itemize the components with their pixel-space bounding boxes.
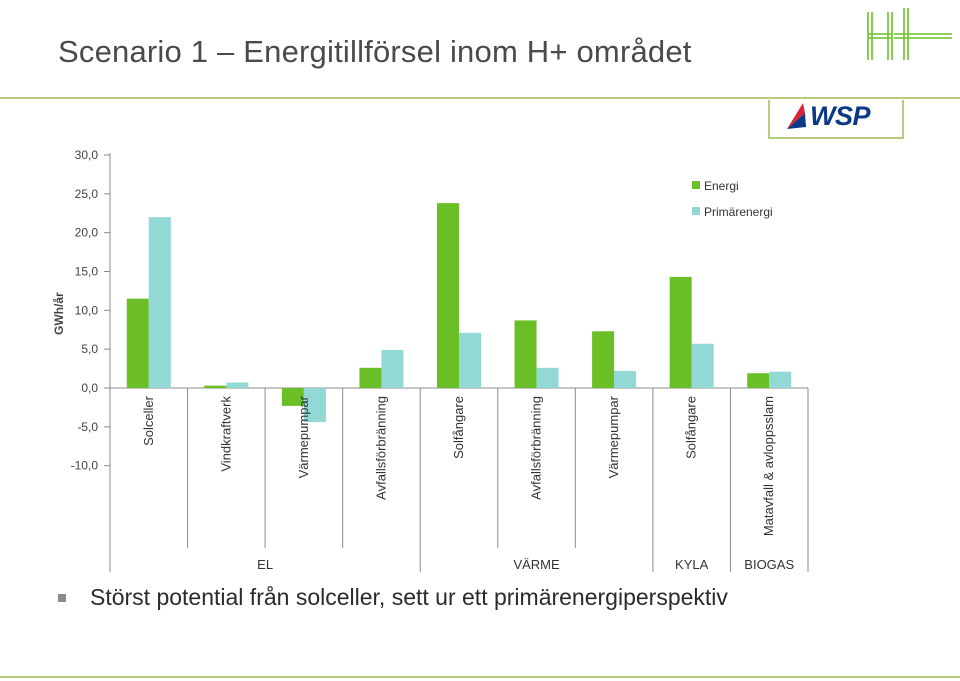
bar-primarenergi [303,388,326,423]
category-label: Avfallsförbränning [529,396,544,500]
bar-primarenergi [614,370,637,388]
y-tick-label: 15,0 [75,265,99,279]
legend-label: Energi [704,179,739,193]
wsp-logo: WSP [768,100,904,139]
y-tick-label: 25,0 [75,187,99,201]
y-tick-label: 0,0 [81,381,98,395]
legend-label: Primärenergi [704,205,773,219]
category-label: Solfångare [684,396,699,459]
bar-energi [204,385,227,388]
bar-energi [437,203,459,388]
bar-energi [592,331,615,388]
page-title: Scenario 1 – Energitillförsel inom H+ om… [58,34,692,69]
legend-swatch-energi [692,181,700,189]
category-label: Solfångare [451,396,466,459]
y-tick-label: 10,0 [75,303,99,317]
bar-primarenergi [459,332,481,388]
group-label: EL [257,557,273,572]
bar-primarenergi [381,349,404,388]
footer-divider [0,676,960,678]
y-tick-label: 20,0 [75,226,99,240]
wsp-logo-text: WSP [810,101,871,131]
category-label: Solceller [141,395,156,446]
group-label: KYLA [675,557,709,572]
y-tick-label: -5,0 [77,420,98,434]
wsp-mark-icon [787,103,806,129]
group-label: BIOGAS [744,557,794,572]
legend-swatch-primarenergi [692,207,700,215]
group-label: VÄRME [513,557,560,572]
bar-primarenergi [769,371,792,388]
bar-energi [126,298,149,388]
hplus-logo [867,8,952,60]
category-label: Värmepumpar [296,395,311,478]
bar-primarenergi [691,343,714,388]
bar-primarenergi [148,217,171,388]
y-tick-label: 5,0 [81,342,98,356]
category-label: Avfallsförbränning [373,396,388,500]
y-tick-label: -10,0 [71,459,99,473]
category-label: Vindkraftverk [218,396,233,472]
bullet-text: Störst potential från solceller, sett ur… [90,584,728,610]
y-axis-title: GWh/år [52,292,66,335]
bullet-marker [58,594,66,602]
bar-energi [359,367,382,388]
bar-energi [514,320,537,388]
category-label: Värmepumpar [606,395,621,478]
y-tick-label: 30,0 [75,148,99,162]
bar-energi [281,388,304,406]
bar-primarenergi [536,367,559,388]
bar-energi [669,276,692,388]
bar-primarenergi [226,382,249,388]
bar-energi [747,373,770,388]
category-label: Matavfall & avloppsslam [761,396,776,536]
title-divider [0,97,960,99]
